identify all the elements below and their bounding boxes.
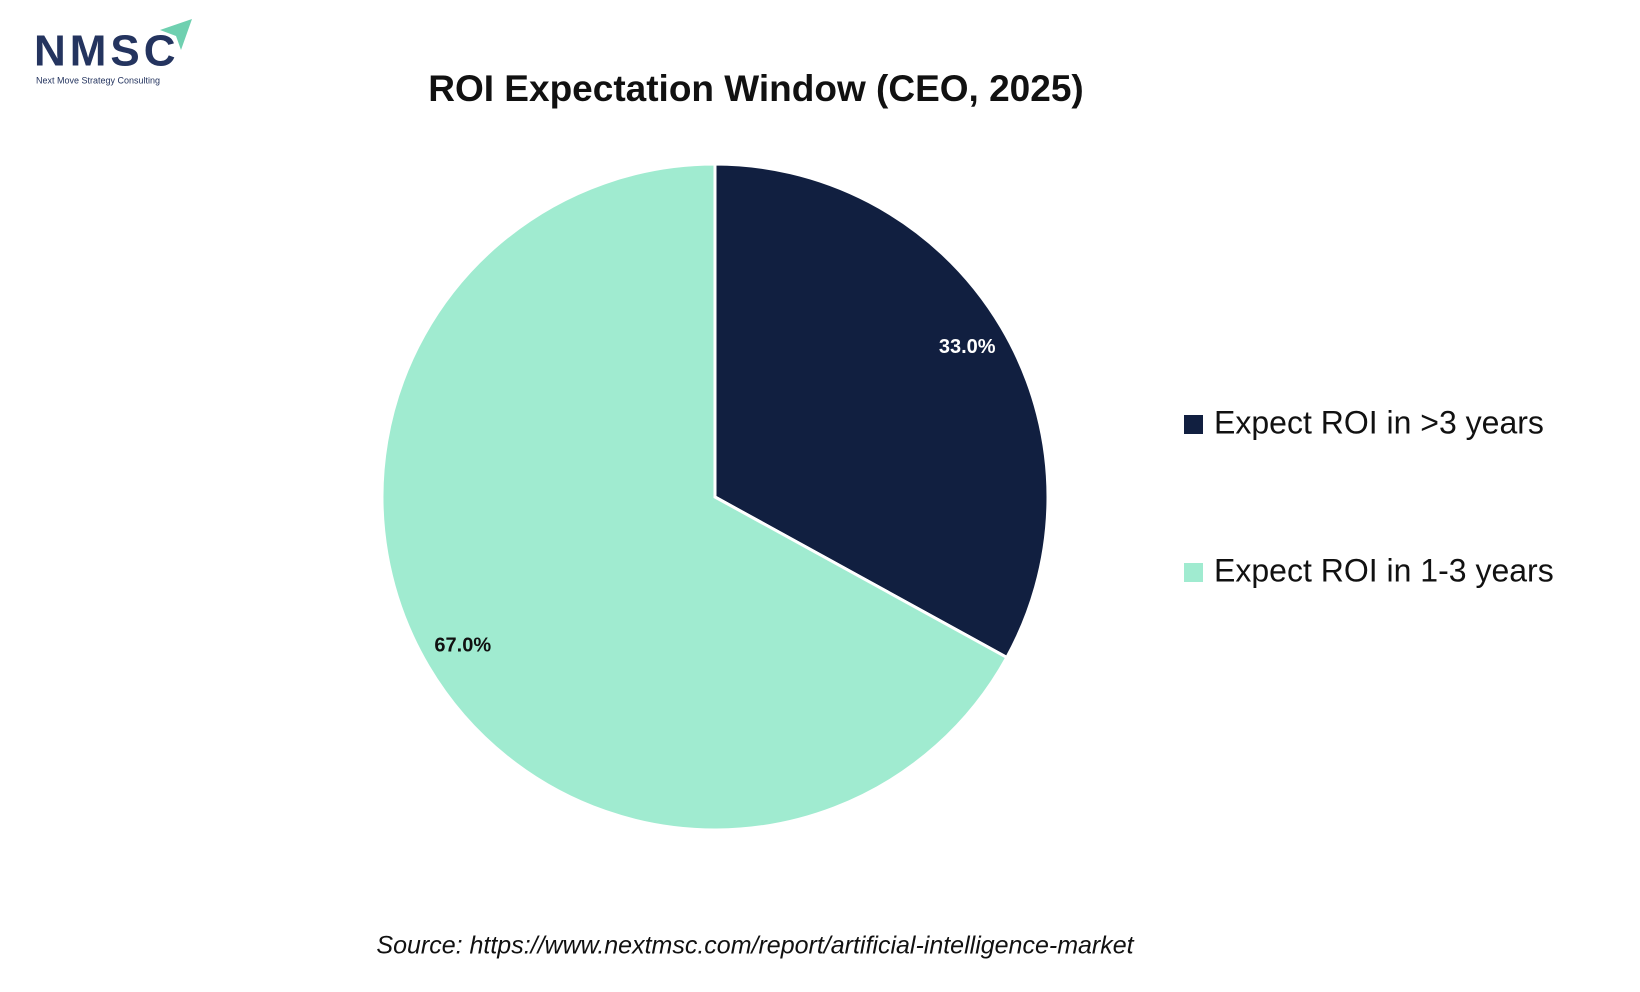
legend-swatch <box>1184 415 1203 434</box>
pie-slice <box>380 162 1009 832</box>
logo-tagline: Next Move Strategy Consulting <box>36 75 160 85</box>
logo-plane <box>160 19 192 50</box>
pie-slice <box>713 162 1050 660</box>
data-label: 67.0% <box>434 634 491 656</box>
source: Source: https://www.nextmsc.com/report/a… <box>376 932 1134 960</box>
logo-text: NMSC <box>34 27 180 76</box>
logo: NMSC Next Move Strategy Consulting <box>34 19 192 85</box>
data-label: 33.0% <box>939 336 996 358</box>
chart-title: ROI Expectation Window (CEO, 2025) <box>428 68 1084 109</box>
legend-swatch <box>1184 563 1203 582</box>
legend-label: Expect ROI in >3 years <box>1214 404 1544 440</box>
legend-label: Expect ROI in 1-3 years <box>1214 552 1554 588</box>
